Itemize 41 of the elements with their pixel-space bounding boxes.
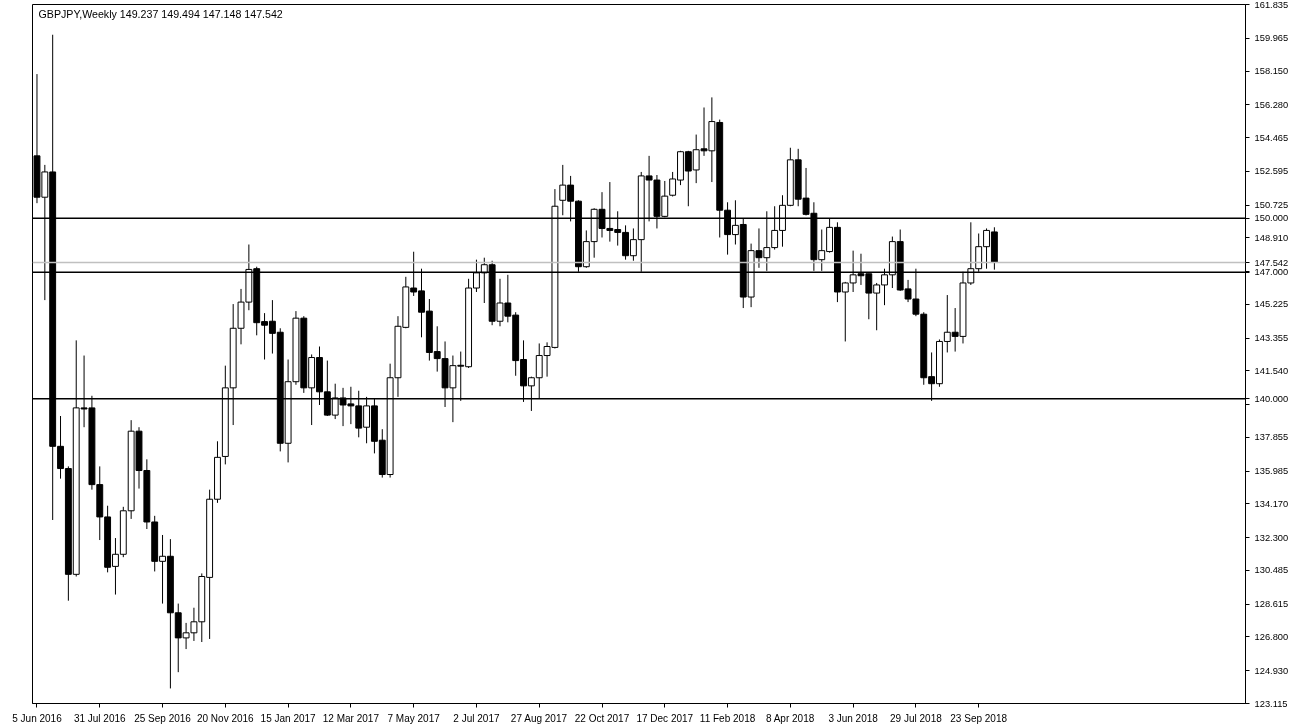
y-tick-label: 145.225 [1254,299,1289,310]
x-tick-label: 31 Jul 2016 [73,712,127,724]
y-tick-label: 128.615 [1254,599,1289,610]
y-tick-label: 158.150 [1254,66,1289,77]
x-tick-label: 3 Jun 2018 [828,712,879,724]
y-tick-label: 135.985 [1254,466,1289,477]
x-tick-label: 29 Jul 2018 [890,712,943,724]
x-tick-label: 5 Jun 2016 [12,712,63,724]
chart-title: GBPJPY,Weekly 149.237 149.494 147.148 147.542 [38,7,283,20]
x-tick-label: 12 Mar 2017 [322,712,380,724]
y-tick-label: 124.930 [1254,665,1289,676]
y-tick-label: 148.910 [1254,232,1289,243]
y-tick-label: 137.855 [1254,432,1289,443]
x-tick-label: 11 Feb 2018 [699,712,756,724]
y-tick-label: 141.540 [1254,365,1289,376]
y-tick-label: 132.300 [1254,532,1289,543]
x-tick-label: 17 Dec 2017 [636,712,694,724]
x-tick-label: 25 Sep 2016 [134,712,192,724]
y-tick-label: 123.115 [1254,698,1288,709]
y-tick-label: 152.595 [1254,166,1289,177]
x-tick-label: 27 Aug 2017 [510,712,568,724]
y-tick-label: 126.800 [1254,631,1289,642]
y-tick-label: 156.280 [1254,99,1289,110]
y-tick-label: 150.725 [1254,200,1289,211]
y-tick-label: 143.355 [1254,333,1289,344]
ref-line-label: 147.542 [1254,257,1289,268]
ref-line-label: 140.000 [1254,393,1289,404]
y-tick-label: 154.465 [1254,132,1289,143]
x-tick-label: 23 Sep 2018 [950,712,1008,724]
y-tick-label: 130.485 [1254,565,1289,576]
ref-line-label: 150.000 [1254,213,1289,224]
x-tick-label: 15 Jan 2017 [260,712,317,724]
x-tick-label: 22 Oct 2017 [574,712,630,724]
ref-line-label: 147.000 [1254,267,1289,278]
y-tick-label: 134.170 [1254,498,1289,509]
x-tick-label: 2 Jul 2017 [453,712,500,724]
x-tick-label: 20 Nov 2016 [196,712,255,724]
y-tick-label: 161.835 [1254,0,1289,10]
x-tick-label: 7 May 2017 [387,712,441,724]
x-tick-label: 8 Apr 2018 [765,712,815,724]
y-tick-label: 159.965 [1254,33,1289,44]
